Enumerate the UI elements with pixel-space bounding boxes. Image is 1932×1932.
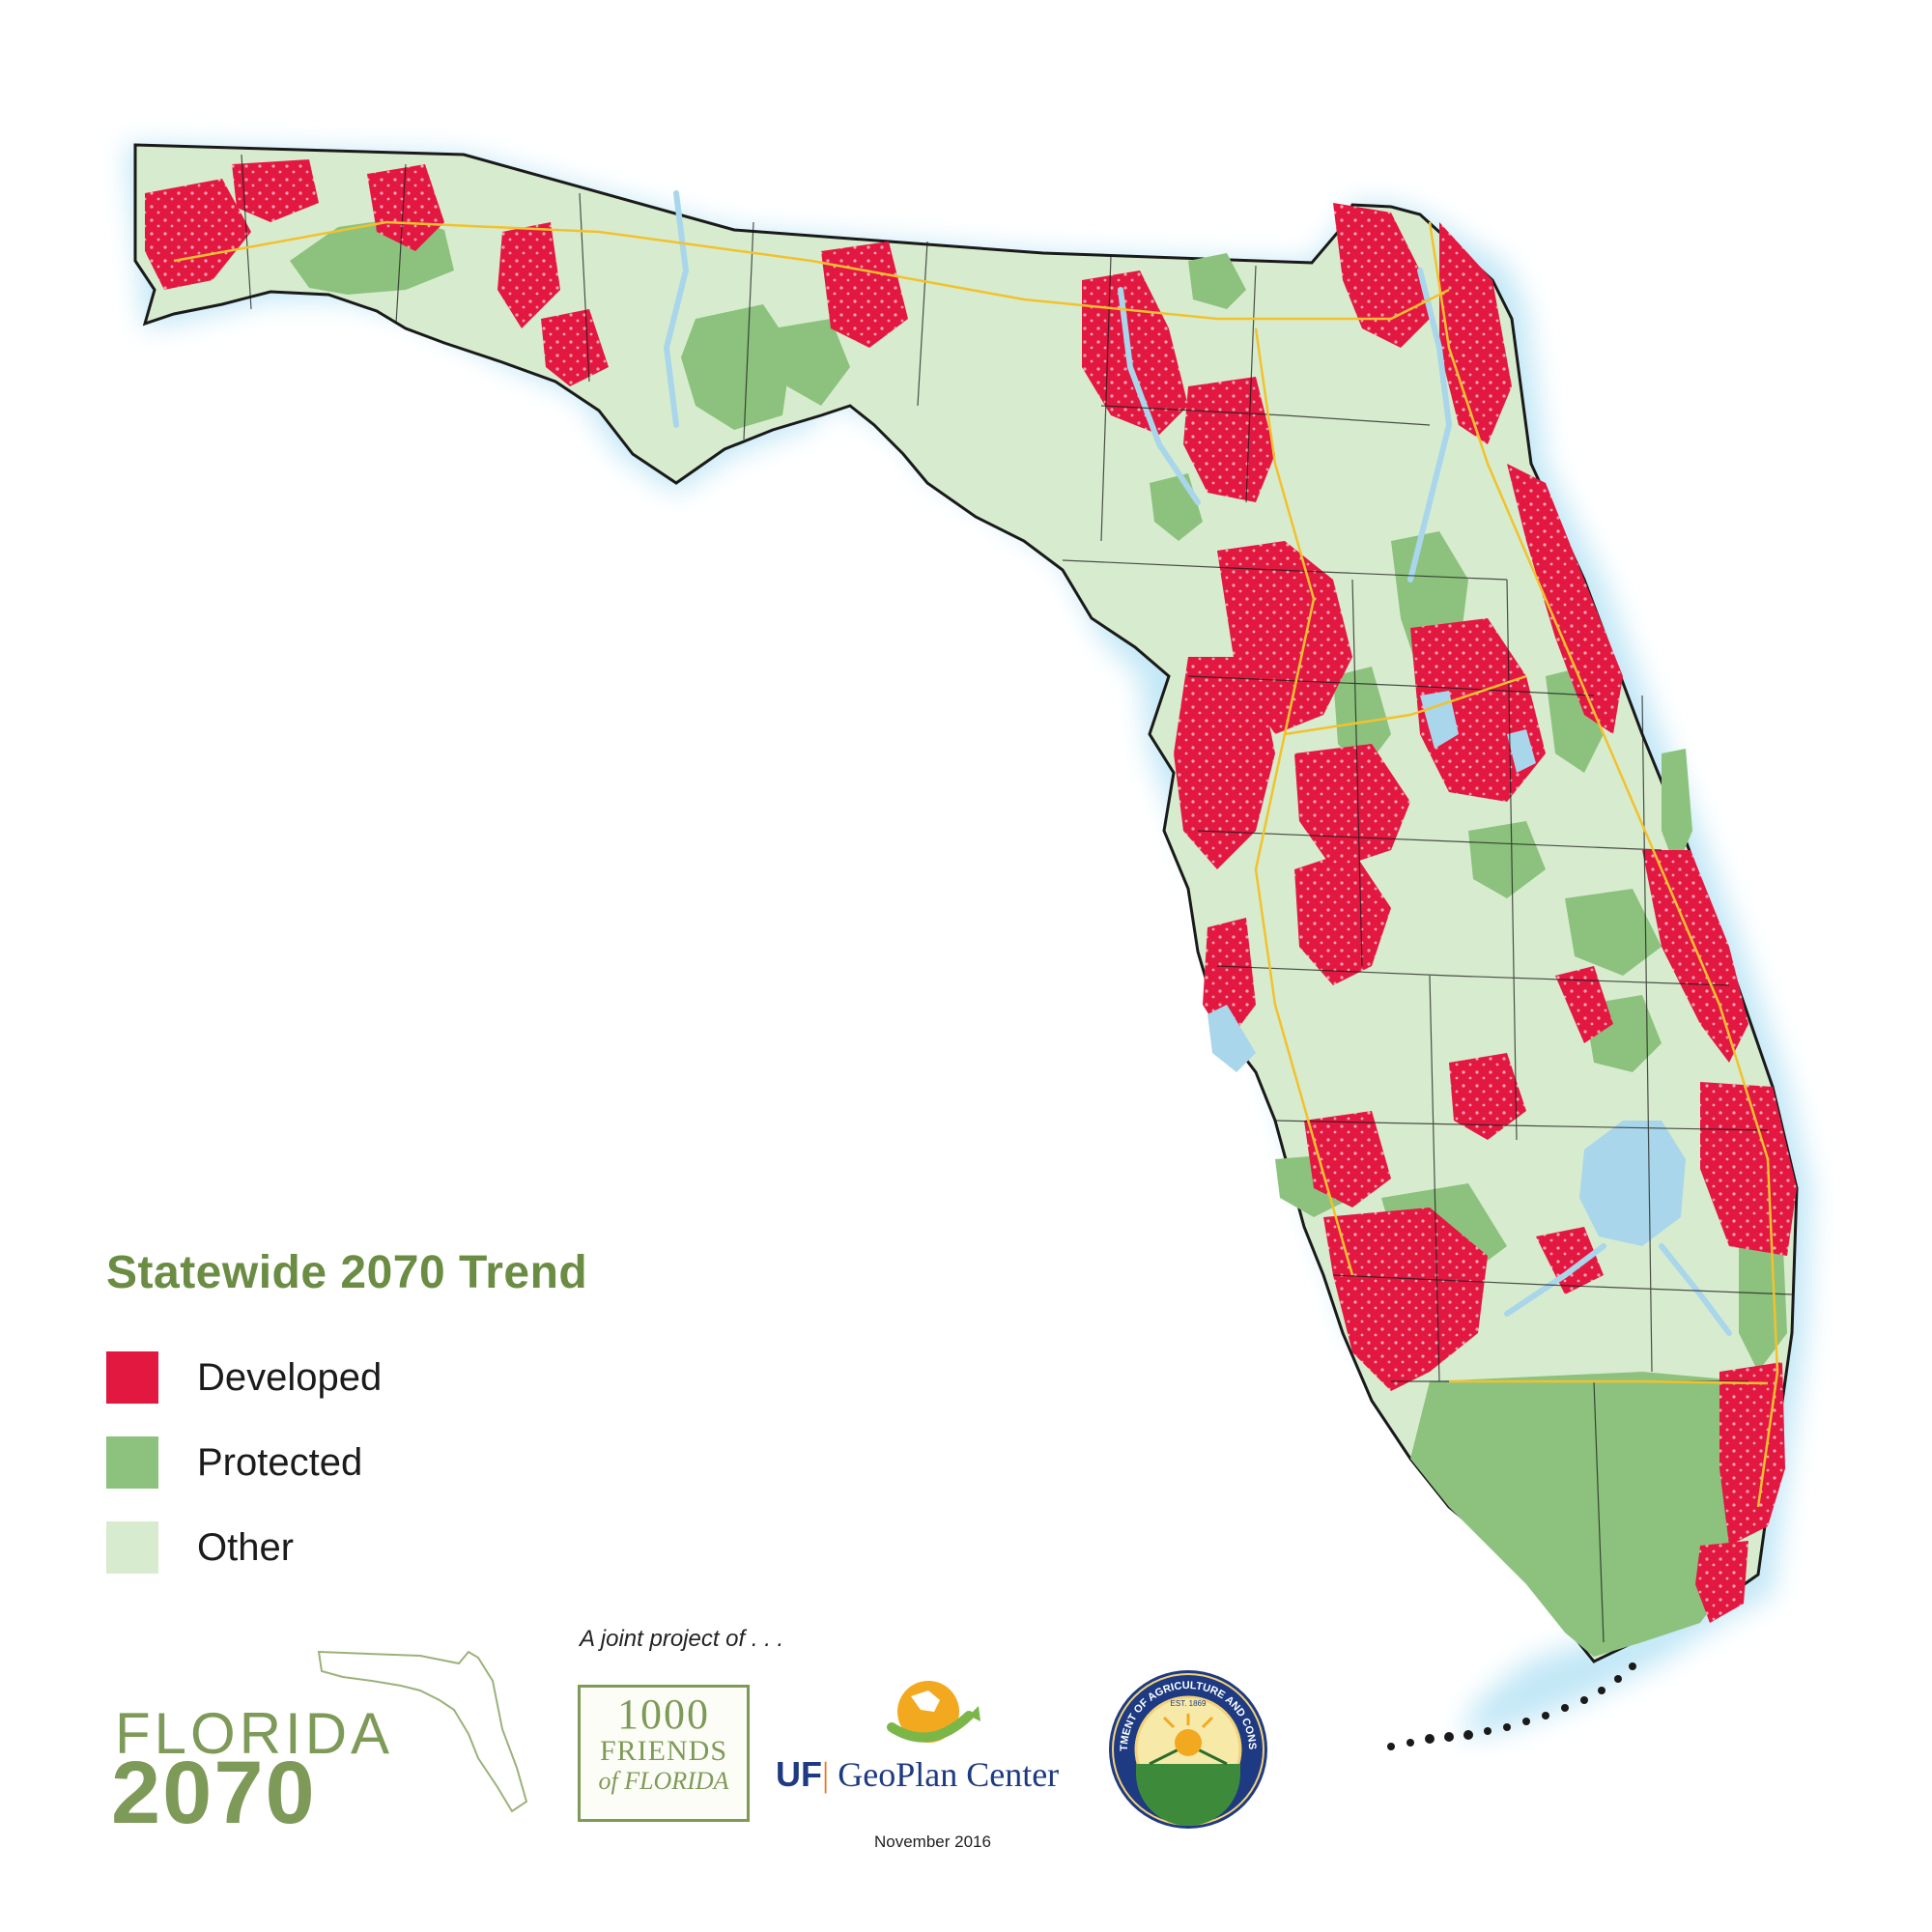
florida-keys	[1387, 1662, 1636, 1750]
legend-item-protected: Protected	[106, 1435, 362, 1490]
publication-date: November 2016	[874, 1833, 991, 1851]
florida-outline-icon	[317, 1650, 528, 1813]
fdacs-seal: FLORIDA DEPARTMENT OF AGRICULTURE AND CO…	[1101, 1659, 1270, 1832]
logo-florida-word: FLORIDA	[115, 1701, 394, 1766]
major-roads	[173, 220, 1779, 1508]
legend-item-other: Other	[106, 1520, 294, 1575]
1000-friends-logo: 1000 FRIENDS of FLORIDA	[578, 1685, 750, 1822]
legend-label-other: Other	[197, 1525, 295, 1569]
legend-swatch-protected	[106, 1436, 158, 1489]
uf-geoplan-text: UF| GeoPlan Center	[776, 1754, 1060, 1794]
legend-swatch-developed	[106, 1351, 158, 1404]
logo-1000-number: 1000	[617, 1690, 710, 1738]
legend-item-developed: Developed	[106, 1350, 382, 1405]
water-bodies	[1208, 691, 1686, 1246]
joint-project-text: A joint project of . . .	[580, 1626, 784, 1652]
logo-1000-of-florida: of FLORIDA	[598, 1767, 729, 1795]
geoplan-center-label: GeoPlan Center	[838, 1755, 1060, 1794]
uf-geoplan-logo: UF| GeoPlan Center	[776, 1677, 1094, 1794]
seal-est-text: EST. 1869	[1171, 1699, 1207, 1708]
florida-2070-logo: FLORIDA 2070	[111, 1642, 536, 1837]
legend-label-developed: Developed	[197, 1355, 383, 1399]
logo-florida-year: 2070	[111, 1744, 317, 1842]
legend-title: Statewide 2070 Trend	[106, 1247, 588, 1298]
rivers	[663, 190, 1732, 1336]
legend-label-protected: Protected	[197, 1440, 363, 1484]
legend-swatch-other	[106, 1521, 158, 1574]
seal-icon: FLORIDA DEPARTMENT OF AGRICULTURE AND CO…	[1101, 1659, 1267, 1829]
globe-icon	[887, 1681, 980, 1743]
developed-areas	[145, 159, 1797, 1623]
uf-mark: UF	[776, 1754, 822, 1794]
logo-1000-friends: FRIENDS	[599, 1735, 728, 1767]
lake-okeechobee	[1579, 1121, 1686, 1246]
